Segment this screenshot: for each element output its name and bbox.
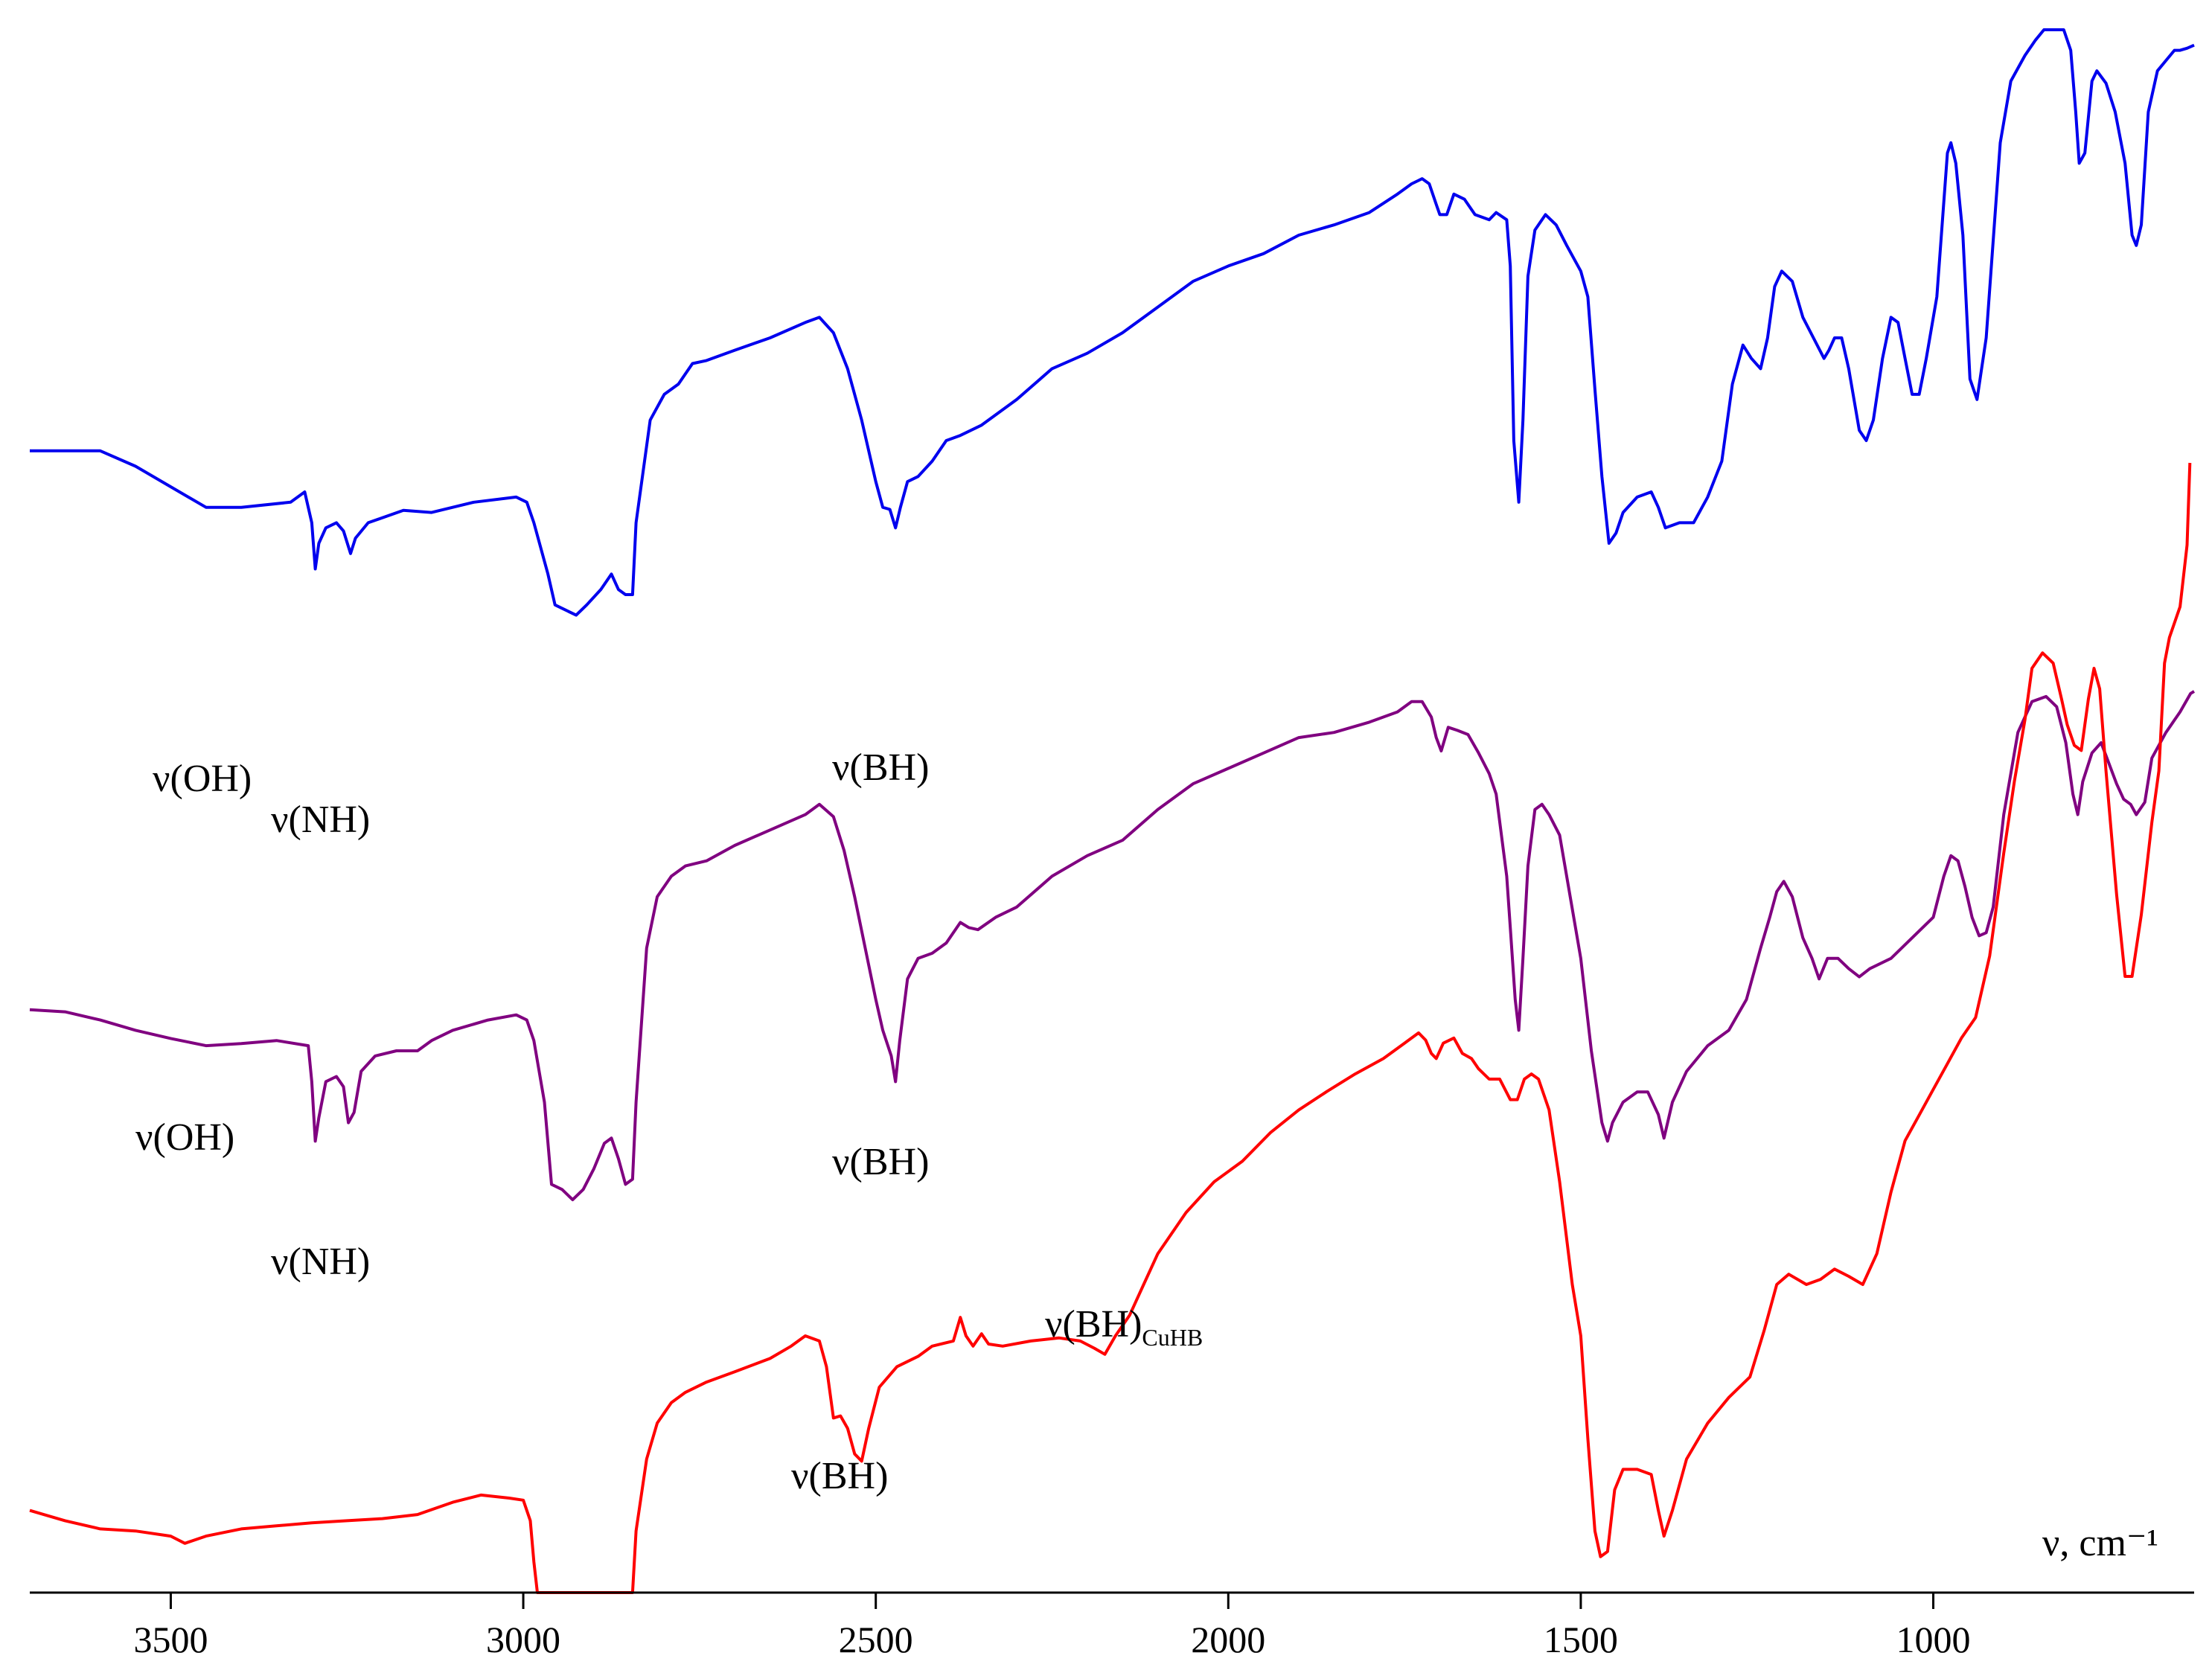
annotation-label: ν(NH) [271, 799, 370, 841]
x-tick-label: 1500 [1544, 1619, 1618, 1660]
series-layer [29, 28, 2196, 1594]
annotation-label: ν(BH) [832, 746, 929, 789]
annotation-label: ν(BH) [791, 1455, 888, 1497]
spectrum-line-2 [29, 690, 2196, 1202]
annotation-label: ν(OH) [153, 758, 252, 800]
annotation-label: ν(BH)CuHB [1045, 1303, 1203, 1351]
x-tick-label: 3500 [133, 1619, 208, 1660]
x-tick-label: 2000 [1191, 1619, 1265, 1660]
x-tick-label: 1000 [1896, 1619, 1971, 1660]
annotation-label: ν(OH) [135, 1116, 234, 1159]
annotation-main: ν(BH) [1045, 1303, 1142, 1346]
x-tick-label: 3000 [486, 1619, 560, 1660]
x-ticks: 3500 3000 2500 2000 1500 1000 [133, 1593, 1971, 1660]
x-tick-label: 2500 [839, 1619, 913, 1660]
annotation-subscript: CuHB [1142, 1324, 1203, 1351]
spectrum-line-3 [29, 462, 2192, 1594]
annotation-label: ν(BH) [832, 1141, 929, 1183]
spectrum-line-1 [30, 28, 2195, 617]
peak-annotations: ν(OH) ν(NH) ν(BH) ν(OH) ν(NH) ν(BH) ν(BH… [135, 746, 1203, 1497]
annotation-label: ν(NH) [271, 1241, 370, 1283]
x-axis-title: ν, cm⁻¹ [2042, 1522, 2158, 1564]
